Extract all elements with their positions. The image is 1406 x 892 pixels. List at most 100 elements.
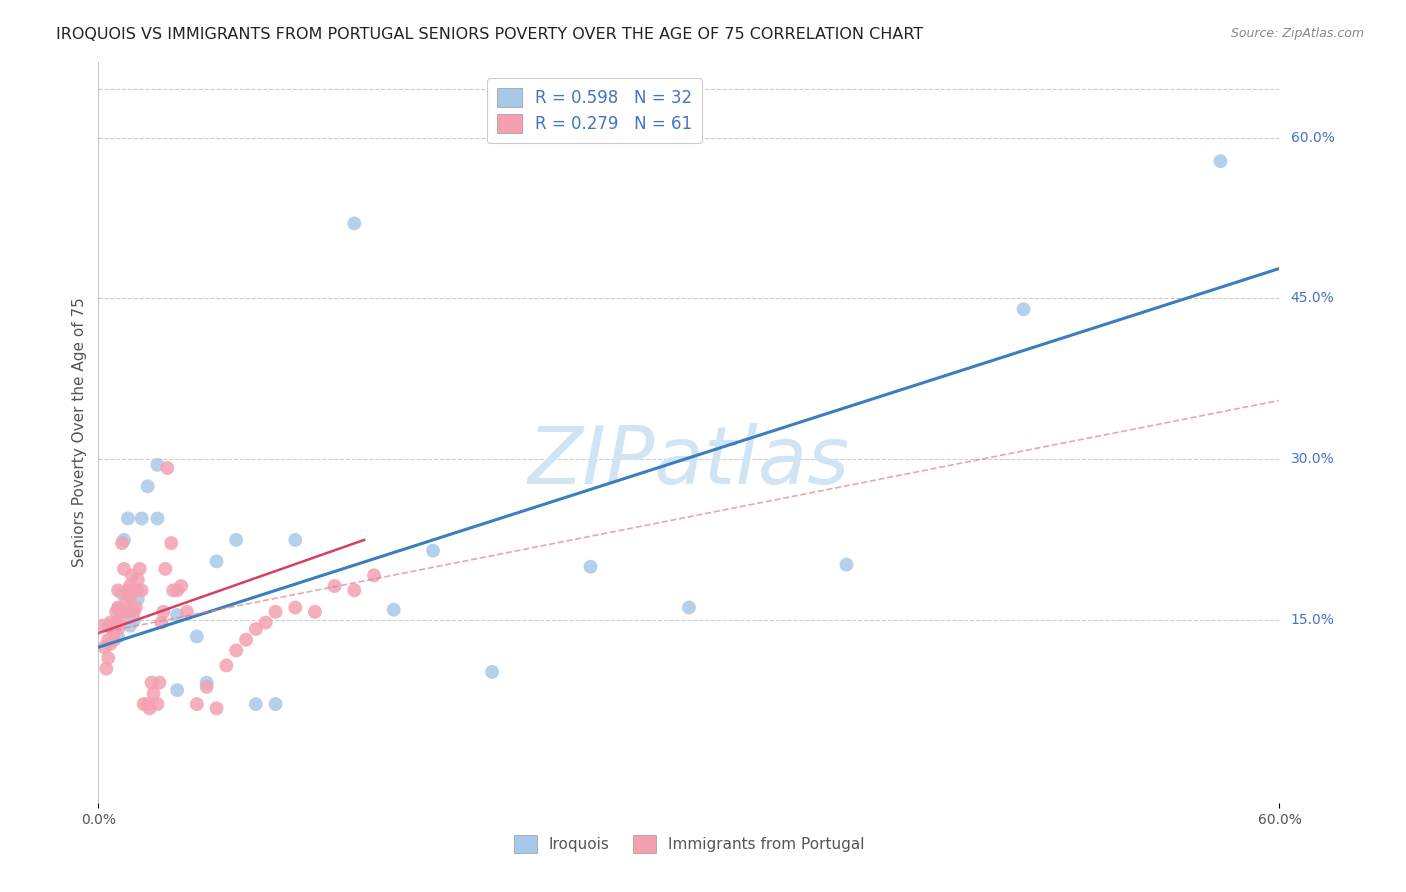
Point bbox=[215, 658, 238, 673]
Point bbox=[107, 602, 129, 616]
Point bbox=[107, 600, 129, 615]
Point bbox=[117, 511, 139, 525]
Point bbox=[97, 651, 120, 665]
Point bbox=[245, 697, 267, 711]
Point bbox=[97, 619, 120, 633]
Point bbox=[118, 590, 141, 604]
Point bbox=[136, 697, 159, 711]
Point bbox=[1209, 154, 1232, 169]
Point bbox=[150, 615, 173, 630]
Point bbox=[105, 605, 128, 619]
Point bbox=[156, 461, 179, 475]
Point bbox=[112, 533, 135, 547]
Point bbox=[142, 686, 165, 700]
Point bbox=[304, 605, 326, 619]
Point bbox=[205, 554, 228, 568]
Point bbox=[98, 637, 121, 651]
Point bbox=[1012, 302, 1035, 317]
Point bbox=[146, 511, 169, 525]
Point bbox=[122, 614, 145, 628]
Point bbox=[127, 573, 149, 587]
Point bbox=[195, 680, 218, 694]
Point bbox=[363, 568, 385, 582]
Point bbox=[166, 583, 188, 598]
Text: IROQUOIS VS IMMIGRANTS FROM PORTUGAL SENIORS POVERTY OVER THE AGE OF 75 CORRELAT: IROQUOIS VS IMMIGRANTS FROM PORTUGAL SEN… bbox=[56, 27, 924, 42]
Point bbox=[127, 591, 149, 606]
Point bbox=[186, 697, 208, 711]
Point bbox=[166, 683, 188, 698]
Point bbox=[284, 600, 307, 615]
Point bbox=[97, 632, 120, 647]
Point bbox=[225, 533, 247, 547]
Point bbox=[195, 675, 218, 690]
Point bbox=[155, 562, 177, 576]
Point bbox=[131, 583, 153, 598]
Point bbox=[138, 701, 160, 715]
Point bbox=[148, 675, 170, 690]
Point bbox=[103, 622, 125, 636]
Point bbox=[186, 630, 208, 644]
Point bbox=[122, 605, 145, 619]
Y-axis label: Seniors Poverty Over the Age of 75: Seniors Poverty Over the Age of 75 bbox=[72, 298, 87, 567]
Point bbox=[481, 665, 503, 679]
Point bbox=[235, 632, 257, 647]
Point bbox=[835, 558, 858, 572]
Point bbox=[128, 562, 150, 576]
Point bbox=[107, 630, 129, 644]
Point bbox=[146, 697, 169, 711]
Point bbox=[117, 583, 139, 598]
Point bbox=[127, 583, 149, 598]
Point bbox=[205, 701, 228, 715]
Point bbox=[107, 583, 129, 598]
Point bbox=[105, 615, 128, 630]
Text: ZIPatlas: ZIPatlas bbox=[527, 423, 851, 501]
Point bbox=[160, 536, 183, 550]
Point bbox=[176, 605, 198, 619]
Point bbox=[96, 662, 118, 676]
Point bbox=[245, 622, 267, 636]
Point bbox=[111, 536, 134, 550]
Point bbox=[117, 605, 139, 619]
Point bbox=[108, 611, 131, 625]
Point bbox=[117, 602, 139, 616]
Point bbox=[93, 640, 115, 655]
Point bbox=[166, 607, 188, 622]
Text: 45.0%: 45.0% bbox=[1291, 292, 1334, 305]
Point bbox=[125, 600, 148, 615]
Legend: Iroquois, Immigrants from Portugal: Iroquois, Immigrants from Portugal bbox=[505, 826, 873, 862]
Point bbox=[225, 643, 247, 657]
Point bbox=[118, 579, 141, 593]
Point bbox=[107, 622, 129, 636]
Point bbox=[152, 605, 174, 619]
Point bbox=[118, 619, 141, 633]
Point bbox=[264, 697, 287, 711]
Point bbox=[382, 602, 405, 616]
Point bbox=[254, 615, 277, 630]
Text: 60.0%: 60.0% bbox=[1291, 130, 1334, 145]
Point bbox=[91, 619, 114, 633]
Text: Source: ZipAtlas.com: Source: ZipAtlas.com bbox=[1230, 27, 1364, 40]
Point bbox=[162, 583, 184, 598]
Text: 30.0%: 30.0% bbox=[1291, 452, 1334, 467]
Point bbox=[131, 511, 153, 525]
Point bbox=[146, 458, 169, 472]
Point bbox=[170, 579, 193, 593]
Point bbox=[343, 583, 366, 598]
Point bbox=[323, 579, 346, 593]
Point bbox=[121, 568, 143, 582]
Point bbox=[136, 479, 159, 493]
Point bbox=[101, 622, 124, 636]
Point bbox=[111, 586, 134, 600]
Point bbox=[115, 594, 138, 608]
Point bbox=[678, 600, 700, 615]
Point bbox=[264, 605, 287, 619]
Point bbox=[579, 559, 602, 574]
Text: 15.0%: 15.0% bbox=[1291, 614, 1334, 627]
Point bbox=[103, 632, 125, 647]
Point bbox=[112, 562, 135, 576]
Point bbox=[284, 533, 307, 547]
Point bbox=[98, 615, 121, 630]
Point bbox=[343, 216, 366, 230]
Point bbox=[132, 697, 155, 711]
Point bbox=[112, 605, 135, 619]
